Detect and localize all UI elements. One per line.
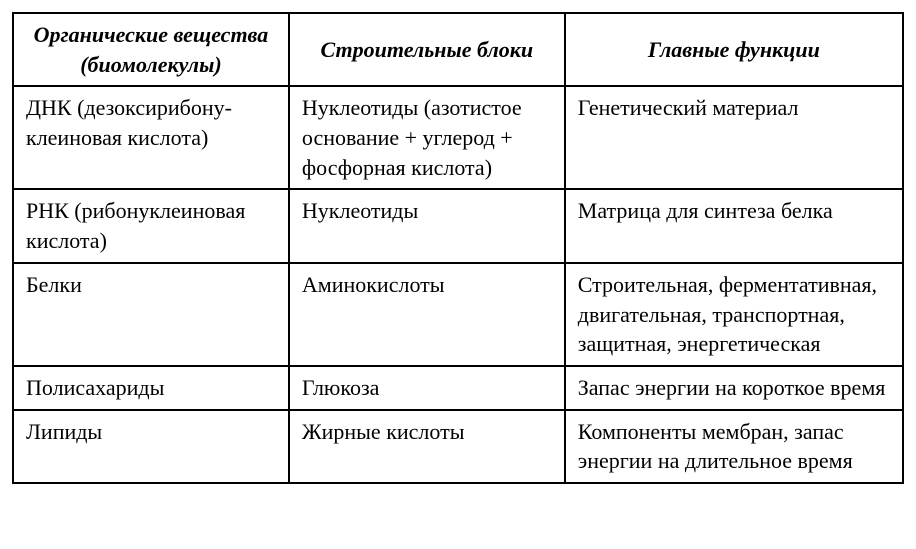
table-row: Полисахариды Глюкоза Запас энергии на ко… xyxy=(13,366,903,410)
cell-functions: Запас энергии на корот­кое время xyxy=(565,366,903,410)
cell-substance: РНК (рибонуклеино­вая кислота) xyxy=(13,189,289,262)
header-main-functions: Главные функции xyxy=(565,13,903,86)
cell-blocks: Нуклеотиды (азо­тистое основание + углер… xyxy=(289,86,565,189)
cell-functions: Компоненты мембран, за­пас энергии на дл… xyxy=(565,410,903,483)
cell-blocks: Аминокислоты xyxy=(289,263,565,366)
cell-blocks: Жирные кислоты xyxy=(289,410,565,483)
cell-functions: Матрица для синтеза белка xyxy=(565,189,903,262)
table-row: РНК (рибонуклеино­вая кислота) Нуклеотид… xyxy=(13,189,903,262)
table-row: Белки Аминокислоты Строительная, фермен­… xyxy=(13,263,903,366)
cell-substance: ДНК (дезоксирибону­клеиновая кислота) xyxy=(13,86,289,189)
cell-substance: Полисахариды xyxy=(13,366,289,410)
cell-substance: Белки xyxy=(13,263,289,366)
cell-functions: Генетический материал xyxy=(565,86,903,189)
cell-substance: Липиды xyxy=(13,410,289,483)
cell-functions: Строительная, фермен­тативная, двигатель… xyxy=(565,263,903,366)
biomolecules-table: Органические вещества (биомолекулы) Стро… xyxy=(12,12,904,484)
header-building-blocks: Строительные блоки xyxy=(289,13,565,86)
cell-blocks: Нуклеотиды xyxy=(289,189,565,262)
header-organic-substances: Органические вещества (биомолекулы) xyxy=(13,13,289,86)
table-header-row: Органические вещества (биомолекулы) Стро… xyxy=(13,13,903,86)
table-row: Липиды Жирные кислоты Компоненты мембран… xyxy=(13,410,903,483)
table-row: ДНК (дезоксирибону­клеиновая кислота) Ну… xyxy=(13,86,903,189)
cell-blocks: Глюкоза xyxy=(289,366,565,410)
